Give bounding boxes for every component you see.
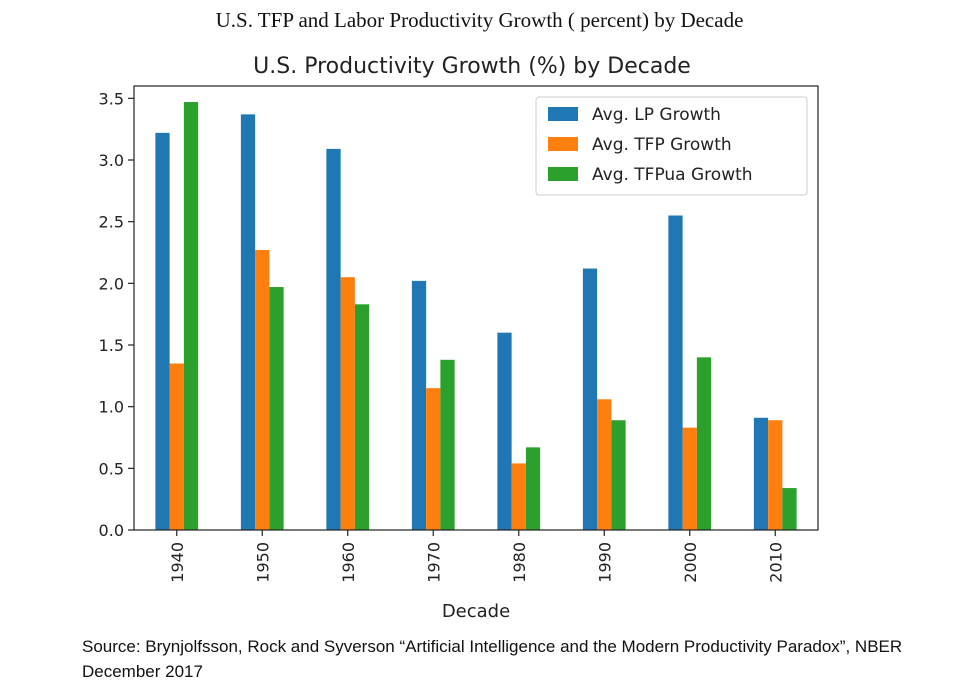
y-tick-label: 2.5 xyxy=(99,213,124,232)
bars-group xyxy=(155,102,797,531)
x-tick-label: 1960 xyxy=(339,542,358,583)
legend: Avg. LP Growth Avg. TFP Growth Avg. TFPua … xyxy=(535,96,808,196)
x-tick-label: 2000 xyxy=(681,542,700,583)
source-citation: Source: Brynjolfsson, Rock and Syverson … xyxy=(82,637,903,681)
bar-1940-0 xyxy=(155,132,170,530)
y-tick-label: 1.0 xyxy=(99,398,124,417)
y-tick-label: 3.5 xyxy=(99,89,124,108)
bar-1990-0 xyxy=(582,268,598,530)
legend-box xyxy=(535,96,808,196)
bar-1970-0 xyxy=(411,280,427,530)
bar-1990-1 xyxy=(597,399,612,530)
bar-1950-1 xyxy=(255,250,270,531)
y-tick-label: 3.0 xyxy=(99,151,124,170)
bar-2000-2 xyxy=(696,357,712,530)
x-tick-label: 1990 xyxy=(595,542,614,583)
x-tick-label: 2010 xyxy=(766,542,785,583)
bar-1970-2 xyxy=(440,359,455,530)
bar-1940-2 xyxy=(183,102,199,531)
bar-1960-0 xyxy=(326,148,341,530)
legend-label: Avg. TFP Growth xyxy=(592,135,732,155)
bar-1980-0 xyxy=(497,332,512,530)
bar-1960-1 xyxy=(340,277,355,530)
x-tick-label: 1970 xyxy=(424,542,443,583)
bar-2000-1 xyxy=(682,427,697,530)
x-tick-label: 1950 xyxy=(253,542,272,583)
bar-2000-0 xyxy=(668,215,683,530)
bar-1940-1 xyxy=(169,363,184,530)
bar-1990-2 xyxy=(611,420,626,530)
y-tick-label: 1.5 xyxy=(99,336,124,355)
x-tick-label: 1980 xyxy=(510,542,529,583)
x-axis-label: Decade xyxy=(442,601,510,622)
bar-2010-2 xyxy=(782,488,797,530)
legend-swatch xyxy=(548,137,578,151)
bar-1970-1 xyxy=(426,388,441,530)
legend-swatch xyxy=(548,167,578,181)
bar-2010-0 xyxy=(753,417,769,530)
bar-1960-2 xyxy=(354,304,370,530)
bar-1950-2 xyxy=(269,287,284,530)
y-tick-label: 0.0 xyxy=(99,521,124,540)
y-tick-label: 0.5 xyxy=(99,459,124,478)
legend-label: Avg. TFPua Growth xyxy=(592,165,753,185)
legend-swatch xyxy=(548,107,578,121)
x-axis: 1940 1950 1960 1970 1980 1990 2000 2010 xyxy=(168,530,785,583)
x-tick-label: 1940 xyxy=(168,542,187,583)
y-axis: 0.0 0.5 1.0 1.5 2.0 2.5 3.0 3.5 xyxy=(99,89,134,540)
bar-1980-2 xyxy=(525,447,541,530)
bar-2010-1 xyxy=(768,420,783,530)
page-title: U.S. TFP and Labor Productivity Growth (… xyxy=(215,8,744,32)
legend-label: Avg. LP Growth xyxy=(592,105,721,125)
plot-frame xyxy=(133,85,819,531)
y-tick-label: 2.0 xyxy=(99,274,124,293)
bar-1950-0 xyxy=(240,114,256,530)
bar-1980-1 xyxy=(511,463,526,530)
chart-title: U.S. Productivity Growth (%) by Decade xyxy=(253,54,691,79)
